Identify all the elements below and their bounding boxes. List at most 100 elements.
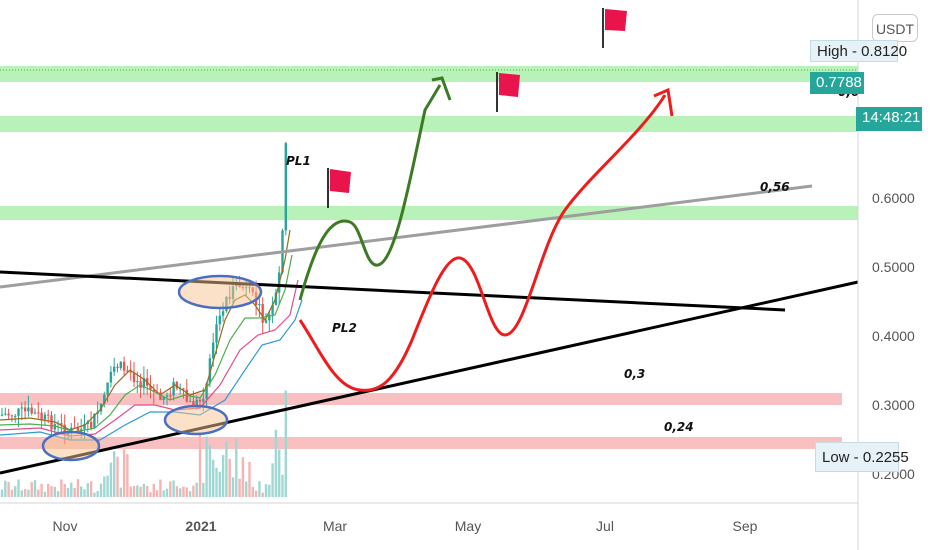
candle-body xyxy=(284,143,287,231)
candle-body xyxy=(261,304,264,323)
volume-bar xyxy=(7,482,10,497)
candle-body xyxy=(93,413,96,428)
volume-bar xyxy=(139,486,142,497)
candle-body xyxy=(116,366,119,369)
candle-body xyxy=(14,415,17,417)
volume-bar xyxy=(23,489,27,497)
volume-bar xyxy=(215,467,218,497)
candle-body xyxy=(4,413,7,415)
volume-bar xyxy=(146,485,149,497)
candle-body xyxy=(43,414,47,420)
annotation-label: PL1 xyxy=(286,154,311,168)
candle-body xyxy=(129,371,132,373)
volume-bar xyxy=(212,459,215,497)
volume-bar xyxy=(162,490,165,497)
volume-bar xyxy=(83,489,86,497)
volume-bar xyxy=(261,492,264,497)
volume-bar xyxy=(192,485,195,497)
volume-bar xyxy=(99,483,103,497)
volume-bar xyxy=(185,487,188,497)
volume-bar xyxy=(241,457,245,497)
moving-averages xyxy=(0,229,303,441)
currency-selector-button[interactable]: USDT xyxy=(872,14,918,42)
x-tick-label: 2021 xyxy=(185,518,216,534)
highlight-ellipse xyxy=(41,430,101,462)
volume-bar xyxy=(43,491,47,497)
high-price-badge: High - 0.8120 xyxy=(810,40,907,62)
volume-bar xyxy=(225,441,228,497)
x-tick-label: Jul xyxy=(596,518,614,534)
volume-bar xyxy=(202,482,205,497)
volume-bar xyxy=(10,489,14,497)
candle-body xyxy=(103,394,106,404)
volume-bar xyxy=(221,455,225,497)
resistance-zone xyxy=(0,206,858,220)
candle-body xyxy=(119,361,122,369)
volume-bar xyxy=(27,489,30,497)
volume-bar xyxy=(172,480,175,497)
candle-body xyxy=(192,401,195,408)
candle-body xyxy=(218,315,221,325)
volume-bar xyxy=(4,480,7,497)
volume-bar xyxy=(238,478,241,497)
candle-body xyxy=(162,396,165,400)
volume-bar xyxy=(149,492,152,497)
candle-body xyxy=(212,342,215,359)
candle-body xyxy=(63,424,66,436)
y-tick-label: 0.3000 xyxy=(872,397,915,413)
candle-body xyxy=(27,407,30,412)
pl2-scenario-curve xyxy=(298,94,667,392)
candle-body xyxy=(33,412,37,414)
candle-body xyxy=(106,382,109,395)
support-trendline xyxy=(0,280,859,475)
volume-bar xyxy=(76,479,80,497)
candle-body xyxy=(122,361,126,371)
candle-body xyxy=(205,383,208,399)
candle-body xyxy=(258,304,261,306)
volume-bar xyxy=(0,489,4,497)
candle-body xyxy=(50,415,53,430)
volume-bar xyxy=(182,486,185,497)
volume-bar xyxy=(33,480,37,497)
flag-icon xyxy=(327,168,351,208)
upper-channel-line xyxy=(0,184,813,289)
volume-bar xyxy=(235,438,238,497)
flag-icon xyxy=(602,8,627,48)
volume-bar xyxy=(53,486,56,497)
candle-body xyxy=(202,398,205,402)
volume-bar xyxy=(284,390,287,497)
ma-fast-line xyxy=(0,229,291,431)
volume-bar xyxy=(175,486,179,497)
pl1-arrow-head xyxy=(431,76,452,101)
annotation-label: 0,3 xyxy=(624,367,645,381)
volume-bar xyxy=(254,490,258,497)
candle-body xyxy=(175,381,179,389)
x-tick-label: Nov xyxy=(53,518,78,534)
volume-bar xyxy=(281,474,284,497)
volume-bar xyxy=(89,481,93,497)
candle-body xyxy=(142,378,146,389)
volume-bar xyxy=(205,436,208,497)
pl1-scenario-curve xyxy=(298,84,442,301)
volume-bar xyxy=(228,458,231,497)
volume-bar xyxy=(113,451,116,497)
x-tick-label: Sep xyxy=(733,518,758,534)
volume-bar xyxy=(14,486,17,497)
support-zone xyxy=(0,437,842,449)
candle-body xyxy=(169,395,172,397)
volume-bar xyxy=(165,488,169,497)
candle-body xyxy=(23,407,27,412)
volume-bar xyxy=(268,484,271,497)
resistance-zone xyxy=(0,66,858,82)
y-tick-label: 0.6000 xyxy=(872,190,915,206)
volume-bar xyxy=(30,482,33,497)
low-price-badge: Low - 0.2255 xyxy=(815,442,909,472)
annotation-label: PL2 xyxy=(332,321,357,335)
candle-body xyxy=(132,372,136,383)
candle-body xyxy=(0,414,4,416)
candle-timer-badge: 14:48:21 xyxy=(856,107,922,131)
candle-body xyxy=(165,395,169,397)
candle-body xyxy=(271,304,274,315)
candle-body xyxy=(76,427,80,432)
